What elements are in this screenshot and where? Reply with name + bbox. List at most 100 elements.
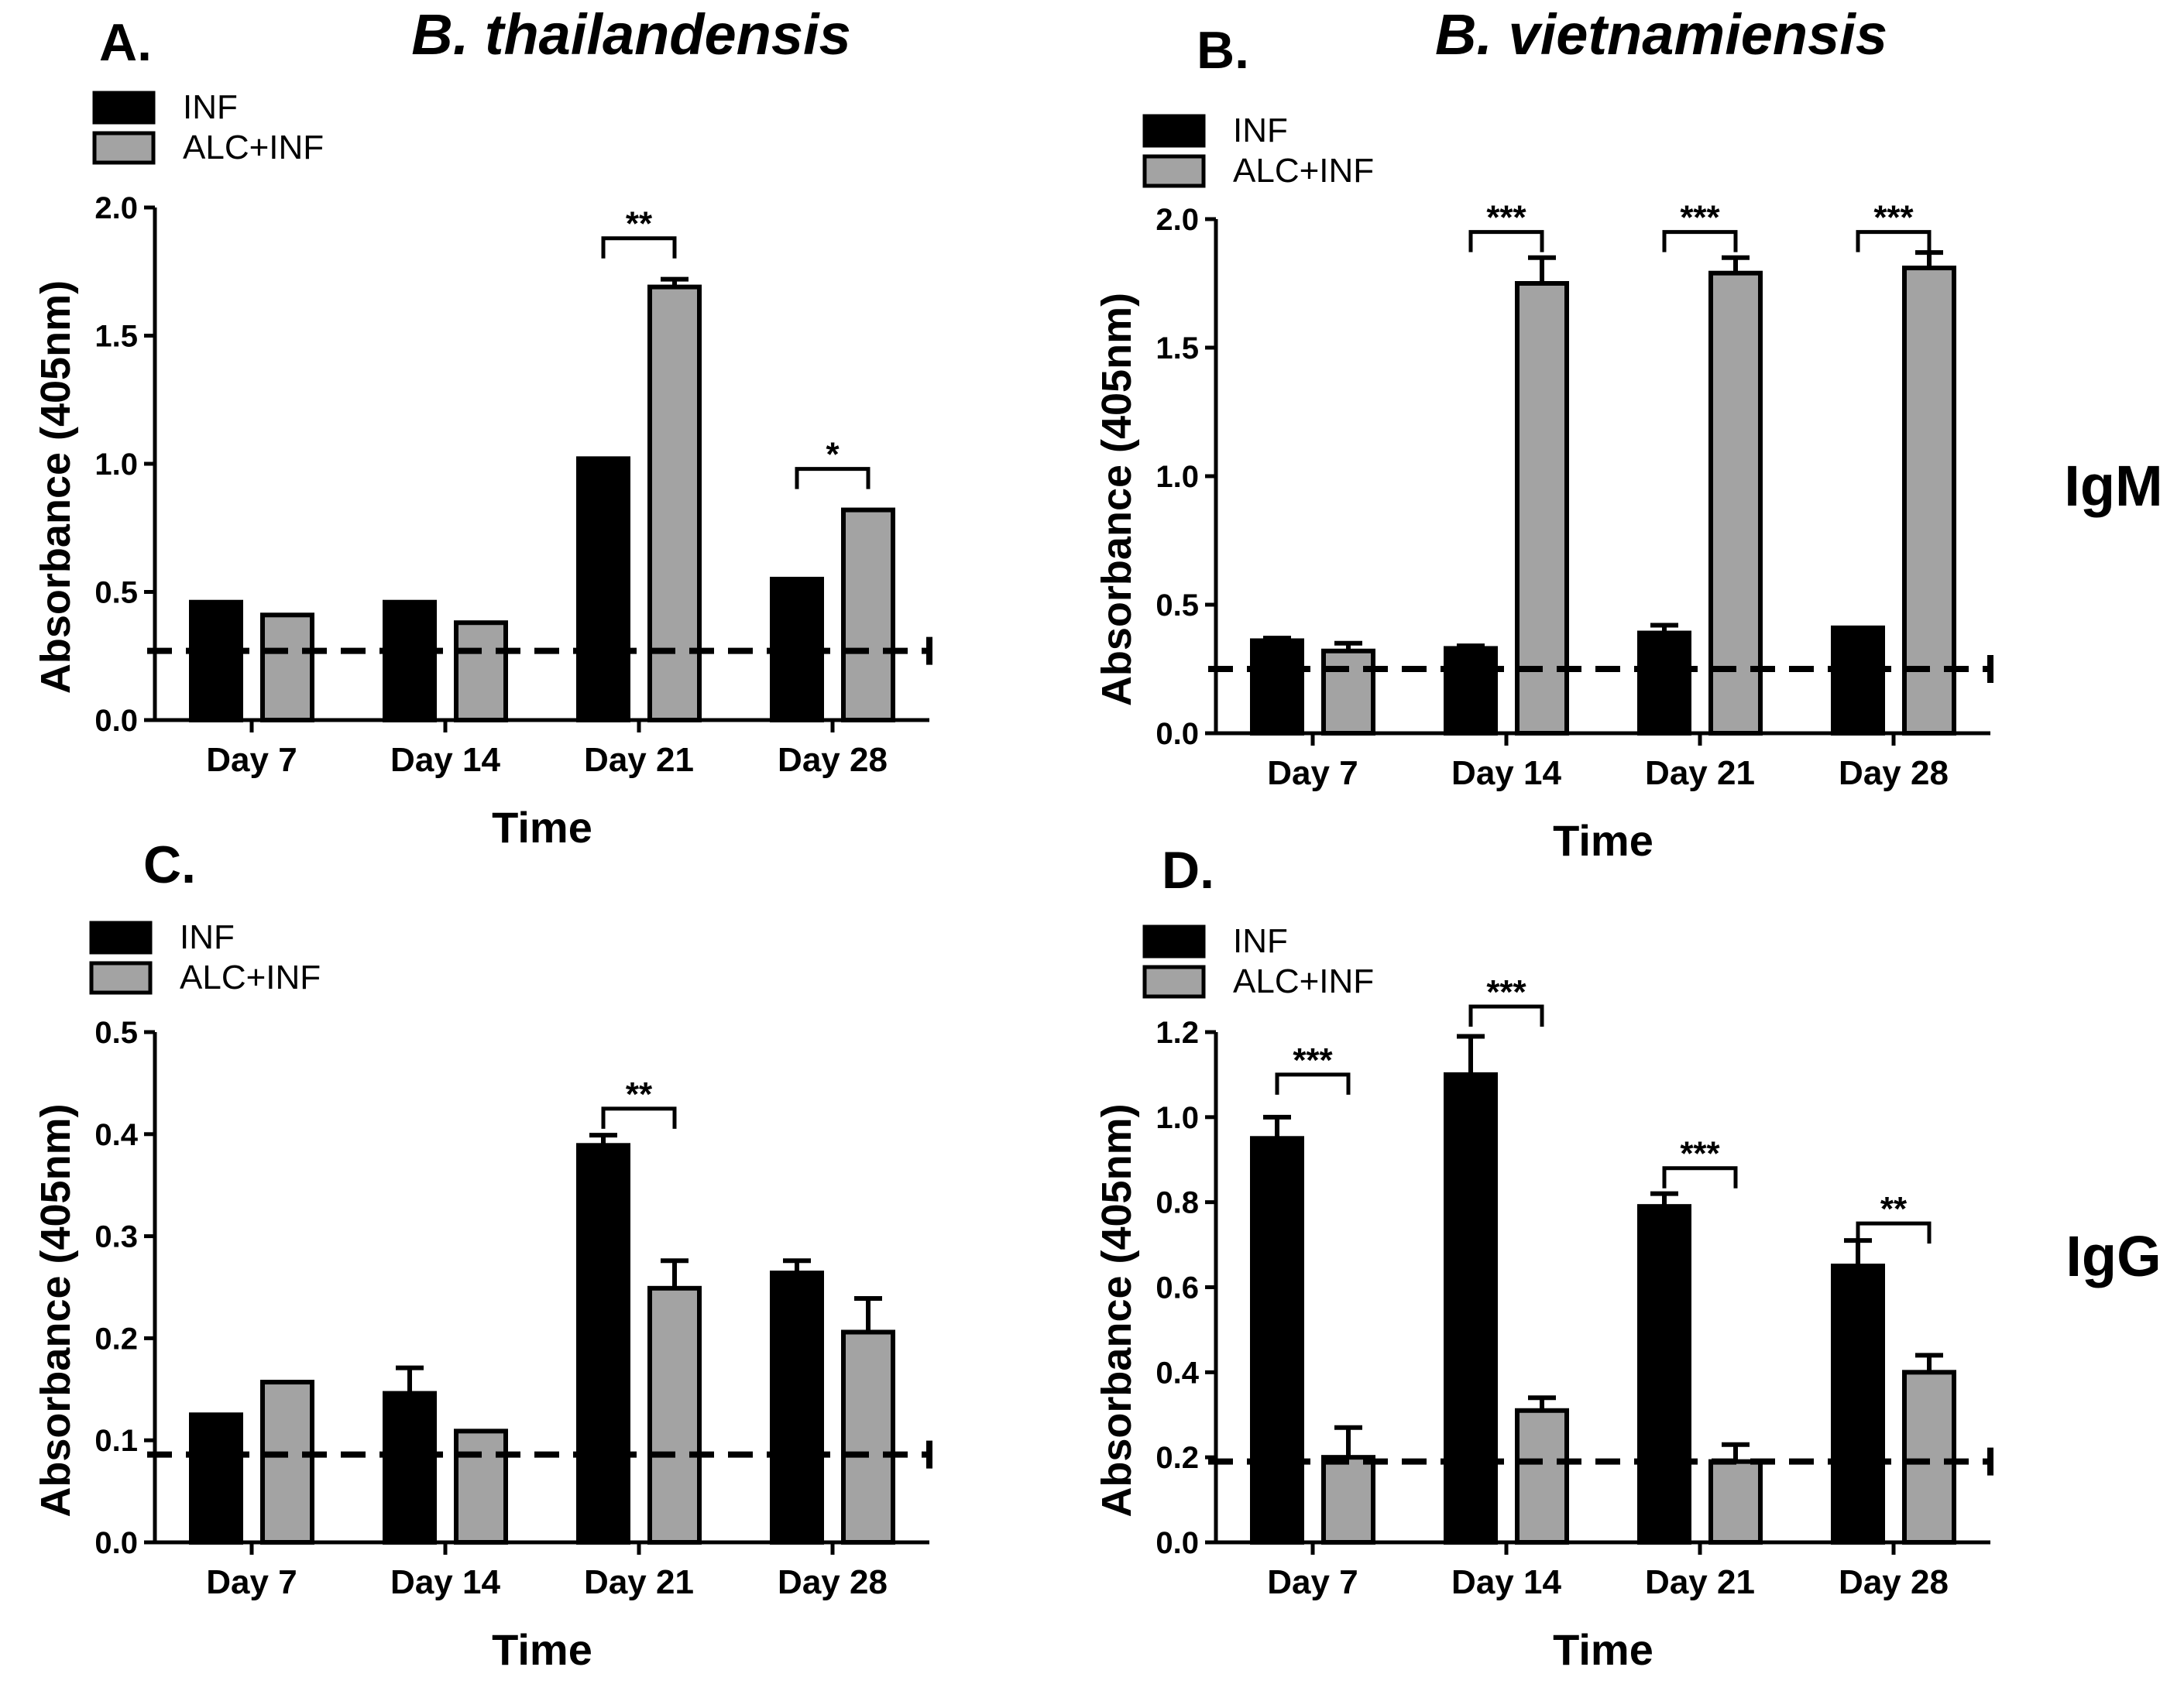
bar-alc-inf [260, 612, 314, 722]
bar-inf [1250, 638, 1304, 736]
bar-alc-inf [1708, 1459, 1763, 1545]
bar-alc-inf [841, 507, 895, 723]
legend-label: INF [1233, 922, 1288, 960]
y-tick-label: 0.5 [94, 1016, 138, 1050]
category-label: Day 7 [1267, 754, 1358, 792]
bar-alc-inf [1902, 266, 1956, 736]
y-tick-label: 0.0 [1156, 1526, 1199, 1560]
panel-letter: C. [143, 835, 196, 894]
significance-bracket [1662, 1166, 1738, 1189]
bar-alc-inf [1902, 1370, 1956, 1545]
x-axis-title: Time [492, 1625, 592, 1674]
category-label: Day 7 [1267, 1563, 1358, 1601]
significance-label: ** [626, 1075, 653, 1113]
y-tick-label: 0.3 [94, 1220, 138, 1254]
y-tick-label: 0.2 [94, 1322, 138, 1356]
y-tick-label: 0.4 [1156, 1356, 1199, 1390]
y-axis-title: Absorbance (405nm) [33, 280, 79, 694]
legend-swatch [1142, 154, 1206, 188]
significance-label: *** [1486, 973, 1526, 1011]
y-tick-label: 1.5 [94, 320, 138, 354]
significance-bracket [1662, 230, 1738, 252]
bar-inf [1831, 1264, 1885, 1545]
legend-label: INF [183, 88, 238, 126]
bar-inf [770, 1271, 824, 1545]
legend-swatch [89, 921, 153, 955]
bar-alc-inf [1321, 1455, 1375, 1545]
category-label: Day 28 [1839, 754, 1949, 792]
significance-label: *** [1680, 1135, 1720, 1173]
y-tick-label: 0.1 [94, 1424, 138, 1458]
bar-alc-inf [260, 1380, 314, 1545]
bar-alc-inf [1515, 1408, 1569, 1545]
legend-label: ALC+INF [183, 129, 324, 166]
legend-swatch [1142, 965, 1206, 999]
y-axis-title: Absorbance (405nm) [33, 1103, 79, 1517]
y-tick-label: 1.2 [1156, 1016, 1199, 1050]
significance-bracket [601, 236, 677, 259]
y-tick-label: 2.0 [94, 191, 138, 225]
bar-inf [383, 599, 437, 722]
category-label: Day 28 [1839, 1563, 1949, 1601]
category-label: Day 7 [206, 1563, 297, 1601]
bar-alc-inf [1515, 281, 1569, 736]
significance-bracket [1468, 230, 1544, 252]
y-tick-label: 0.5 [1156, 588, 1199, 623]
panel-letter: B. [1197, 21, 1249, 80]
y-tick-label: 1.0 [1156, 460, 1199, 494]
bar-alc-inf [647, 1285, 702, 1545]
bar-inf [1637, 630, 1691, 736]
species-title-left: B. thailandensis [411, 2, 850, 67]
legend-swatch [89, 961, 153, 995]
y-tick-label: 0.0 [1156, 717, 1199, 751]
legend-swatch [1142, 924, 1206, 959]
y-tick-label: 1.5 [1156, 331, 1199, 365]
bar-inf [576, 456, 630, 722]
legend-label: INF [180, 918, 235, 956]
panel-letter: A. [99, 13, 152, 72]
significance-bracket [1856, 230, 1932, 252]
legend-swatch [92, 91, 156, 125]
significance-label: ** [1880, 1190, 1908, 1228]
bar-inf [383, 1391, 437, 1545]
significance-bracket [1468, 1004, 1544, 1027]
category-label: Day 28 [778, 1563, 888, 1601]
y-tick-label: 1.0 [1156, 1101, 1199, 1135]
y-tick-label: 0.0 [94, 704, 138, 738]
category-label: Day 21 [1645, 1563, 1755, 1601]
significance-label: * [826, 436, 840, 474]
legend-label: ALC+INF [1233, 962, 1374, 1000]
category-label: Day 14 [390, 741, 500, 779]
legend-swatch [1142, 114, 1206, 148]
legend-label: INF [1233, 111, 1288, 149]
significance-label: *** [1486, 199, 1526, 237]
y-tick-label: 0.4 [94, 1118, 138, 1152]
significance-label: *** [1293, 1041, 1333, 1079]
category-label: Day 7 [206, 741, 297, 779]
bar-inf [1250, 1136, 1304, 1545]
y-tick-label: 0.0 [94, 1526, 138, 1560]
bar-alc-inf [1708, 270, 1763, 736]
legend-label: ALC+INF [1233, 152, 1374, 190]
y-tick-label: 0.6 [1156, 1271, 1199, 1305]
significance-bracket [1275, 1072, 1351, 1095]
x-axis-title: Time [492, 803, 592, 852]
category-label: Day 14 [390, 1563, 500, 1601]
bar-inf [1444, 1072, 1498, 1545]
species-title-right: B. vietnamiensis [1435, 2, 1887, 67]
category-label: Day 21 [584, 741, 694, 779]
bar-inf [1637, 1204, 1691, 1545]
bar-alc-inf [1321, 648, 1375, 736]
significance-bracket [795, 467, 871, 489]
category-label: Day 14 [1451, 754, 1561, 792]
bar-inf [576, 1143, 630, 1545]
x-axis-title: Time [1553, 1625, 1653, 1674]
y-axis-title: Absorbance (405nm) [1094, 293, 1140, 706]
y-axis-title: Absorbance (405nm) [1094, 1103, 1140, 1517]
row-label-igg: IgG [2066, 1224, 2161, 1288]
